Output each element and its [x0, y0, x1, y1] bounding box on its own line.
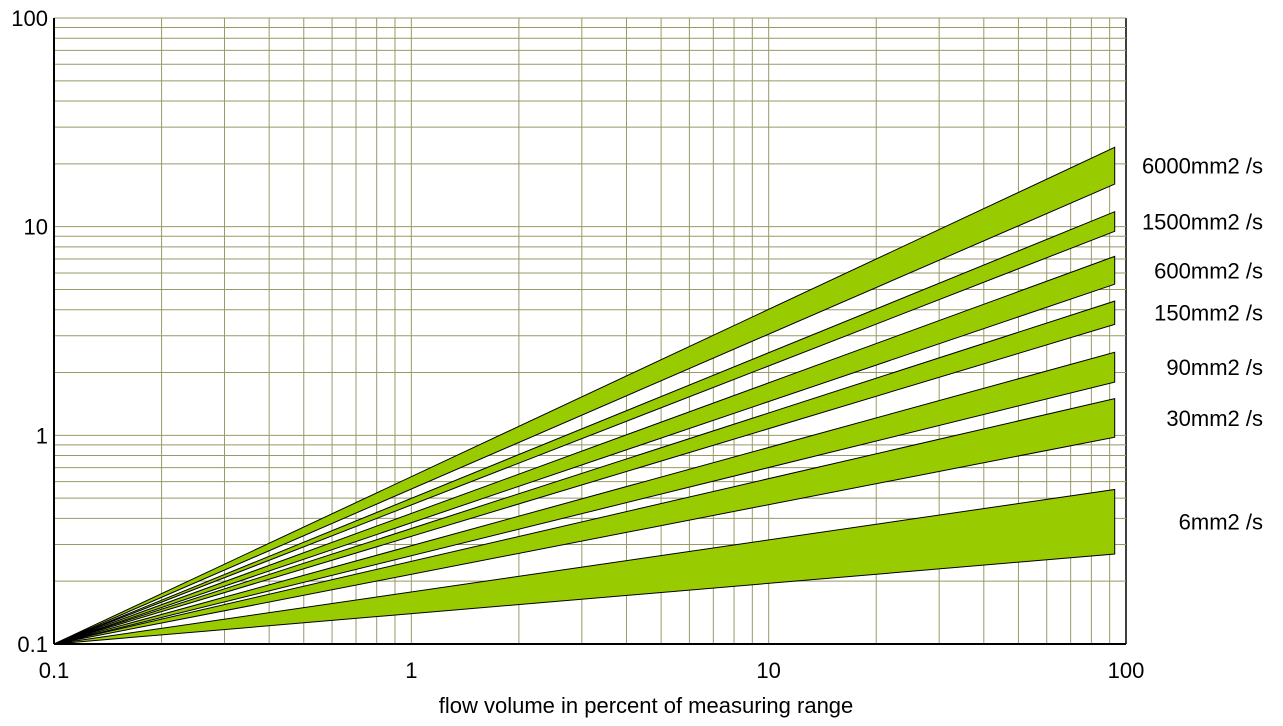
x-tick-label: 10 — [756, 658, 780, 683]
series-label-5: 90mm2 /s — [1166, 355, 1263, 380]
series-label-3: 600mm2 /s — [1154, 258, 1263, 283]
x-tick-label: 0.1 — [39, 658, 70, 683]
series-band-7 — [53, 488, 1116, 645]
tick-labels: 0.1 1 10 100 0.1 1 10 100 — [11, 6, 1144, 683]
series-band-6 — [53, 397, 1116, 645]
series-band-4 — [53, 300, 1116, 645]
series-bands — [53, 146, 1116, 645]
y-tick-label: 100 — [11, 6, 48, 31]
series-label-1: 6000mm2 /s — [1142, 154, 1263, 179]
y-tick-label: 0.1 — [17, 632, 48, 657]
series-band-1 — [53, 146, 1116, 645]
series-band-3 — [53, 255, 1116, 645]
series-label-7: 6mm2 /s — [1179, 510, 1263, 535]
series-band-2 — [53, 210, 1116, 645]
x-tick-label: 1 — [405, 658, 417, 683]
series-label-2: 1500mm2 /s — [1142, 209, 1263, 234]
series-label-4: 150mm2 /s — [1154, 301, 1263, 326]
x-tick-label: 100 — [1108, 658, 1145, 683]
y-tick-label: 1 — [36, 423, 48, 448]
series-labels: 6000mm2 /s 1500mm2 /s 600mm2 /s 150mm2 /s 90… — [1142, 154, 1263, 535]
series-label-6: 30mm2 /s — [1166, 406, 1263, 431]
x-axis-title: flow volume in percent of measuring rang… — [439, 693, 854, 718]
y-tick-label: 10 — [24, 215, 48, 240]
series-band-5 — [53, 351, 1116, 645]
